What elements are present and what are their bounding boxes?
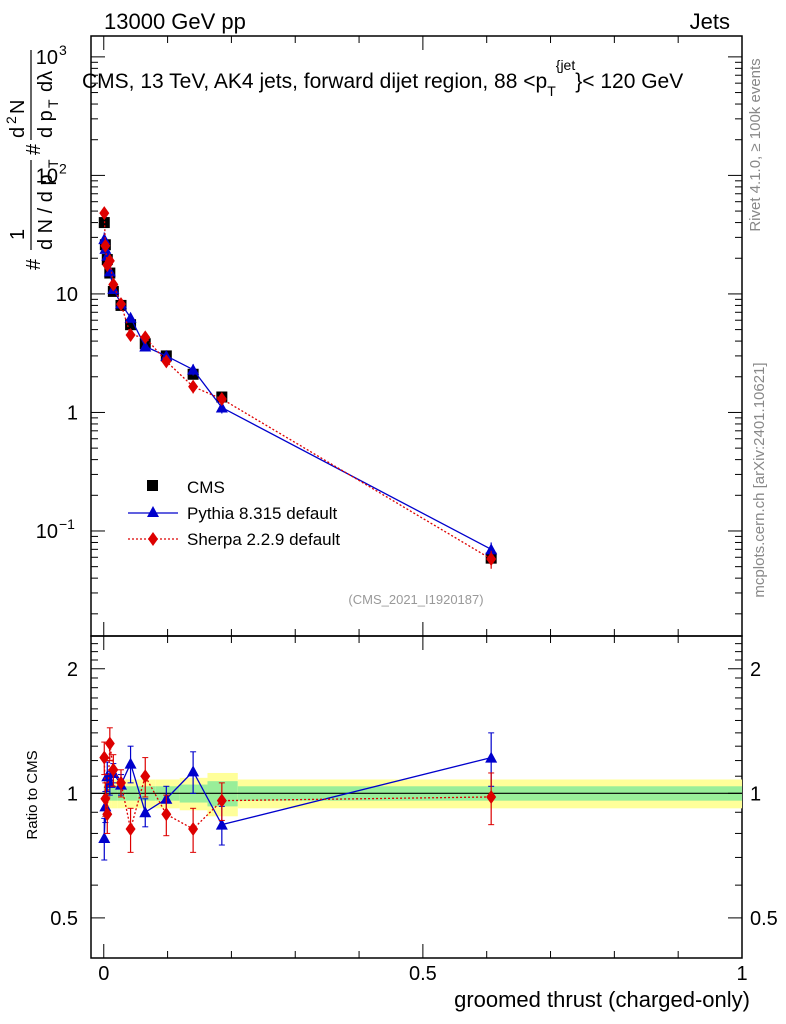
main-plot-layer (98, 206, 498, 569)
svg-text:T: T (45, 159, 61, 168)
rivet-label: Rivet 4.1.0, ≥ 100k events (747, 58, 764, 231)
legend-label-pythia: Pythia 8.315 default (187, 504, 338, 523)
data-point-diamond (161, 354, 172, 369)
ratio-tick-label-left: 0.5 (50, 908, 78, 930)
ratio-point-triangle (139, 806, 152, 818)
data-point-triangle (485, 543, 498, 555)
y-tick-label-main: 10 (36, 47, 58, 69)
svg-text:#: # (23, 258, 45, 270)
y-tick-label-main: 1 (67, 402, 78, 424)
data-point-diamond (140, 330, 151, 345)
ratio-point-diamond (115, 775, 126, 790)
data-point-triangle (139, 340, 152, 352)
data-point-diamond (125, 328, 136, 343)
data-point-triangle (187, 363, 200, 375)
ratio-point-triangle (124, 757, 137, 769)
y-tick-label-main: 10 (56, 284, 78, 306)
ratio-tick-label-left: 1 (67, 783, 78, 805)
header-left: 13000 GeV pp (104, 9, 246, 34)
ratio-uncertainty-bands (91, 772, 742, 817)
plot-title-sup: {jet (556, 57, 576, 73)
legend-label-sherpa: Sherpa 2.2.9 default (187, 530, 340, 549)
data-point-triangle (98, 233, 111, 245)
ratio-point-diamond (102, 807, 113, 822)
ratio-point-triangle (485, 751, 498, 763)
data-point-diamond (115, 297, 126, 312)
data-point-diamond (99, 206, 110, 221)
data-point-diamond (216, 391, 227, 406)
x-tick-label: 1 (736, 963, 747, 985)
svg-text:2: 2 (3, 116, 19, 124)
x-axis-label: groomed thrust (charged-only) (454, 987, 750, 1012)
svg-text:T: T (45, 99, 61, 108)
ratio-plot-layer (98, 727, 498, 861)
header-right: Jets (690, 9, 730, 34)
y-tick-exponent-main: 2 (59, 160, 67, 176)
y-tick-label-main: 10 (36, 521, 58, 543)
ratio-point-diamond (161, 807, 172, 822)
ratio-point-triangle (187, 765, 200, 777)
y-axis-label-ratio: Ratio to CMS (24, 750, 41, 839)
ratio-point-diamond (108, 762, 119, 777)
ratio-tick-label-right: 1 (750, 783, 761, 805)
svg-text:1: 1 (7, 229, 29, 240)
svg-text:dλ: dλ (35, 71, 57, 92)
svg-text:N: N (7, 100, 29, 114)
x-tick-label: 0 (98, 963, 109, 985)
ratio-point-diamond (486, 789, 497, 804)
series-line-pythia (103, 239, 492, 550)
ratio-point-diamond (104, 736, 115, 751)
ratio-tick-label-right: 2 (750, 659, 761, 681)
plot-title: CMS, 13 TeV, AK4 jets, forward dijet reg… (82, 57, 683, 99)
y-tick-exponent-main: 3 (59, 42, 67, 58)
ratio-tick-label-left: 2 (67, 659, 78, 681)
data-point-diamond (188, 379, 199, 394)
ratio-point-diamond (140, 769, 151, 784)
legend-marker-pythia (147, 506, 159, 517)
ratio-line-sherpa (103, 743, 492, 830)
data-point-diamond (108, 277, 119, 292)
ratio-point-diamond (125, 821, 136, 836)
legend-marker-sherpa (148, 532, 158, 546)
ratio-tick-label-right: 0.5 (750, 908, 778, 930)
legend-marker-cms (147, 480, 158, 491)
svg-text:d p: d p (35, 110, 57, 138)
x-tick-label: 0.5 (409, 963, 437, 985)
plot-title-post: }< 120 GeV (575, 70, 683, 93)
data-point-triangle (215, 401, 228, 413)
legend: CMS Pythia 8.315 default Sherpa 2.2.9 de… (128, 478, 340, 549)
plot-title-sub: T (547, 83, 556, 99)
ratio-point-diamond (216, 793, 227, 808)
analysis-tag: (CMS_2021_I1920187) (348, 592, 483, 607)
data-point-triangle (124, 311, 137, 323)
legend-label-cms: CMS (187, 478, 225, 497)
svg-text:#: # (23, 143, 45, 155)
ratio-point-diamond (99, 750, 110, 765)
ratio-point-triangle (215, 818, 228, 830)
mcplots-label: mcplots.cern.ch [arXiv:2401.10621] (751, 362, 768, 597)
data-point-square (125, 319, 137, 331)
svg-text:d: d (7, 127, 29, 138)
data-point-diamond (104, 253, 115, 268)
y-axis-label-main: # 1 d N / d p T # d 2 N d p T dλ (3, 50, 61, 270)
plot-title-pre: CMS, 13 TeV, AK4 jets, forward dijet reg… (82, 70, 547, 93)
ratio-point-triangle (98, 831, 111, 843)
data-point-triangle (103, 265, 116, 277)
svg-text:d N / d p: d N / d p (35, 174, 57, 250)
ratio-point-diamond (188, 821, 199, 836)
y-tick-exponent-main: −1 (59, 516, 75, 532)
y-tick-label-main: 10 (36, 165, 58, 187)
data-point-diamond (100, 238, 111, 253)
data-point-diamond (486, 552, 497, 567)
